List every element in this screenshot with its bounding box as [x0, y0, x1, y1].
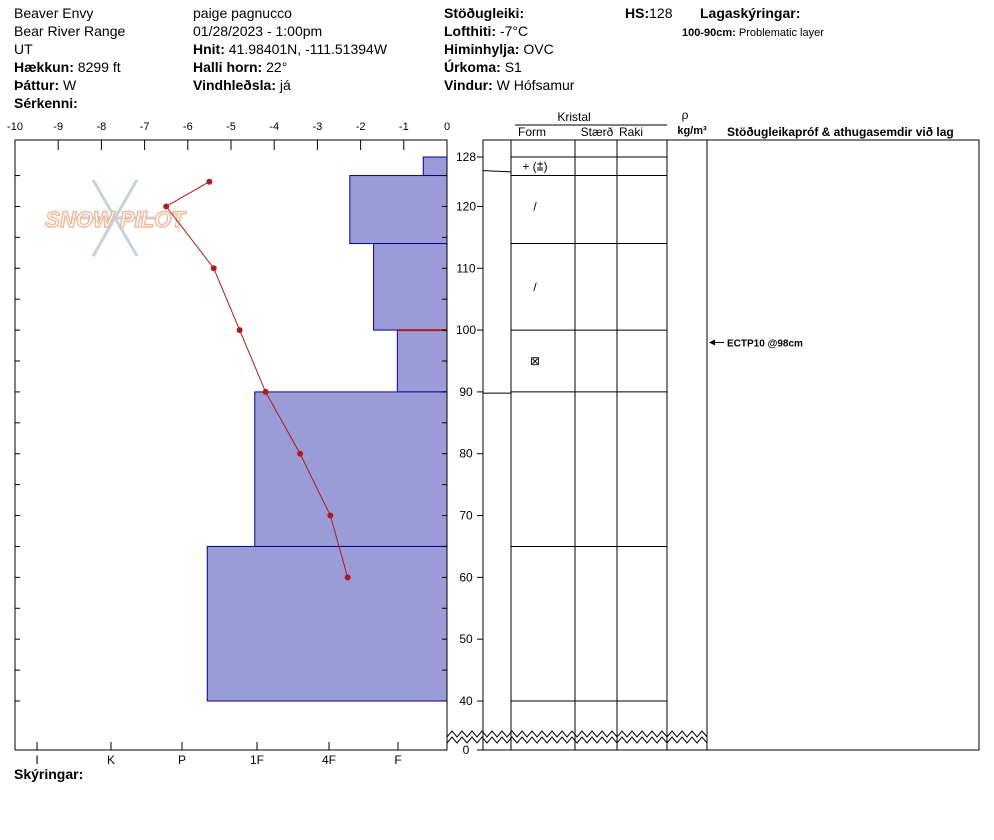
- hs-value: HS:128: [625, 5, 673, 21]
- temp-tick-label: -9: [53, 121, 63, 133]
- table-frame: [482, 139, 980, 751]
- notes-label: Skýringar:: [14, 766, 84, 782]
- hardness-layer: [396, 329, 448, 393]
- temperature-point: [210, 265, 217, 272]
- form-header: Form: [518, 125, 546, 139]
- snowflake-arm: [113, 217, 139, 257]
- test-arrow-head: [709, 339, 715, 346]
- hardness-layer: [422, 156, 448, 177]
- height-tick-label: 128: [456, 150, 476, 164]
- axis-break-bottom: [446, 736, 708, 744]
- test-result-label: ECTP10 @98cm: [727, 338, 803, 349]
- layer-lines: [446, 156, 708, 744]
- datetime: 01/28/2023 - 1:00pm: [193, 23, 323, 39]
- temp-tick-label: -1: [399, 121, 409, 133]
- temp-tick-label: 0: [444, 121, 450, 133]
- temp-tick-label: -10: [7, 121, 23, 133]
- temp-tick-label: -5: [226, 121, 236, 133]
- density-unit: kg/m³: [677, 125, 707, 137]
- temperature-point: [262, 388, 269, 395]
- density-symbol: ρ: [682, 108, 689, 122]
- axis-ticks: [14, 140, 483, 751]
- temperature-point: [344, 574, 351, 581]
- temperature-point: [236, 327, 243, 334]
- temperature-point: [163, 203, 170, 210]
- legend-title: Lagaskýringar:: [700, 5, 801, 21]
- temperature-point: [206, 178, 213, 185]
- hardness-layers: [206, 156, 448, 702]
- height-tick-label: 60: [459, 570, 473, 584]
- air-temp: Lofthiti: -7°C: [444, 23, 529, 39]
- column-headers: Kristal Form Stærð Raki ρ kg/m³ Stöðugleikapró…: [518, 108, 954, 139]
- height-tick-label: 50: [459, 632, 473, 646]
- height-tick-label: 70: [459, 509, 473, 523]
- wind: Vindur: W Hófsamur: [444, 77, 575, 93]
- temperature-point: [327, 512, 334, 519]
- snowflake-arm: [91, 179, 117, 219]
- hardness-tick-label: 4F: [322, 753, 336, 767]
- grain-form-symbol: ⊠: [530, 354, 540, 368]
- height-tick-label: 40: [459, 694, 473, 708]
- features: Sérkenni:: [14, 95, 78, 111]
- hardness-tick-label: I: [35, 753, 38, 767]
- tests-header: Stöðugleikapróf & athugasemdir við lag: [727, 125, 954, 139]
- temperature-point: [297, 450, 304, 457]
- hardness-layer: [206, 545, 448, 702]
- height-tick-label: 0: [463, 743, 470, 757]
- moisture-header: Raki: [619, 125, 643, 139]
- hardness-tick-label: P: [178, 753, 186, 767]
- height-tick-label: 90: [459, 385, 473, 399]
- layer-connector: [482, 170, 512, 173]
- grain-form-symbol: /: [533, 280, 537, 294]
- precipitation: Úrkoma: S1: [444, 59, 522, 75]
- height-tick-label: 110: [456, 261, 475, 275]
- profile-header: Beaver Envy Bear River Range UT Hækkun: …: [0, 0, 994, 112]
- range: Bear River Range: [14, 23, 126, 39]
- snowflake-arm: [91, 217, 117, 257]
- snowpilot-logo: SNOW PILOT: [45, 179, 187, 257]
- axis-break-top: [446, 730, 708, 738]
- coordinates: Hnit: 41.98401N, -111.51394W: [193, 41, 388, 57]
- size-header: Stærð: [581, 125, 614, 139]
- elevation: Hækkun: 8299 ft: [14, 59, 121, 75]
- stability: Stöðugleiki:: [444, 5, 525, 21]
- hardness-tick-label: 1F: [250, 753, 264, 767]
- temperature-line: [165, 181, 349, 578]
- sky-cover: Himinhylja: OVC: [444, 41, 554, 57]
- axis-labels: -10 -9 -8 -7 -6 -5 -4 -3 -2 -1 0I K P 1F 4F F1281201101…: [7, 121, 476, 767]
- height-tick-label: 80: [459, 447, 473, 461]
- crystal-header: Kristal: [557, 110, 590, 124]
- height-tick-label: 100: [456, 323, 476, 337]
- hardness-tick-label: F: [394, 753, 401, 767]
- temp-tick-label: -3: [313, 121, 323, 133]
- location: Beaver Envy: [14, 5, 94, 21]
- hardness-layer: [254, 391, 448, 547]
- observer: paige pagnucco: [193, 5, 292, 21]
- legend-entry: 100-90cm: Problematic layer: [682, 27, 824, 39]
- snowflake-arm: [113, 179, 139, 219]
- chart-frames: [14, 124, 980, 751]
- wind-loading: Vindhleðsla: já: [193, 77, 291, 93]
- temp-tick-label: -7: [140, 121, 150, 133]
- hardness-tick-label: K: [107, 753, 115, 767]
- slope: Halli horn: 22°: [193, 59, 288, 75]
- grain-form-symbol: + (⩲): [522, 159, 547, 173]
- temp-tick-label: -8: [97, 121, 107, 133]
- hardness-layer: [373, 243, 448, 331]
- temperature-profile: [163, 178, 351, 581]
- temp-tick-label: -6: [183, 121, 193, 133]
- state: UT: [14, 41, 33, 57]
- grain-form-symbol: /: [533, 199, 537, 213]
- aspect: Þáttur: W: [14, 77, 77, 93]
- logo-text: SNOW PILOT: [45, 207, 186, 232]
- temp-tick-label: -4: [269, 121, 279, 133]
- height-tick-label: 120: [456, 199, 476, 213]
- temp-tick-label: -2: [356, 121, 366, 133]
- grain-symbols: + (⩲) / / ⊠ ECTP10 @98cm: [522, 159, 803, 368]
- hardness-layer: [349, 175, 448, 245]
